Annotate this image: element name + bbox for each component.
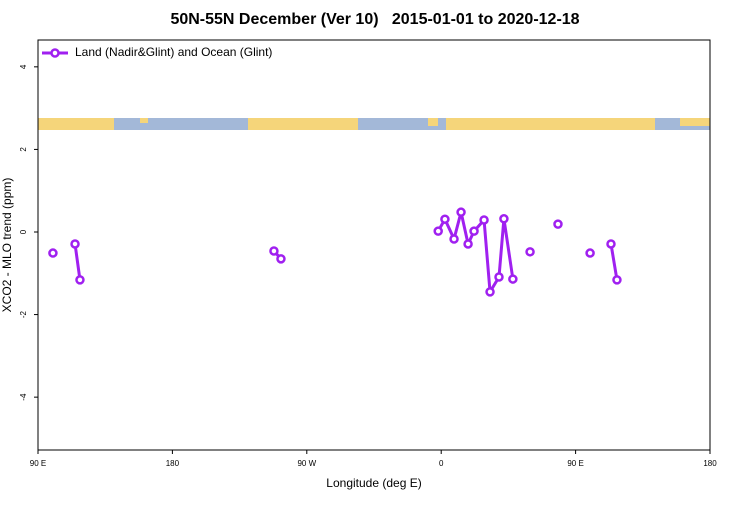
point	[585, 248, 595, 258]
point	[463, 239, 473, 249]
land-band	[680, 118, 710, 126]
legend-label: Land (Nadir&Glint) and Ocean (Glint)	[75, 45, 272, 59]
point	[276, 254, 286, 264]
point	[449, 234, 459, 244]
point	[440, 214, 450, 224]
point	[606, 239, 616, 249]
y-axis-label: XCO2 - MLO trend (ppm)	[0, 178, 14, 313]
land-mask	[38, 118, 710, 130]
land-band	[38, 118, 114, 130]
point	[508, 274, 518, 284]
point	[499, 214, 509, 224]
y-tick-label: -4	[19, 393, 28, 401]
y-tick-label: 0	[19, 229, 28, 234]
x-axis-label: Longitude (deg E)	[326, 476, 421, 490]
legend-marker	[50, 48, 60, 58]
point	[479, 215, 489, 225]
point	[48, 248, 58, 258]
point	[456, 207, 466, 217]
point	[485, 287, 495, 297]
point	[612, 275, 622, 285]
chart-title: 50N-55N December (Ver 10) 2015-01-01 to …	[170, 11, 579, 28]
land-band	[140, 118, 148, 123]
point	[469, 226, 479, 236]
land-band	[446, 118, 655, 130]
x-tick-label: 90 E	[30, 459, 46, 468]
y-tick-label: 2	[19, 147, 28, 152]
point	[494, 272, 504, 282]
x-tick-label: 90 W	[297, 459, 316, 468]
plot-frame	[37, 39, 711, 451]
point	[525, 247, 535, 257]
y-tick-label: 4	[19, 64, 28, 69]
x-tick-label: 180	[166, 459, 180, 468]
point	[269, 246, 279, 256]
point	[553, 219, 563, 229]
point	[433, 226, 443, 236]
land-band	[428, 118, 438, 126]
x-tick-label: 0	[439, 459, 444, 468]
series-line	[73, 211, 619, 297]
point	[75, 275, 85, 285]
y-tick-label: -2	[19, 310, 28, 318]
x-tick-label: 90 E	[567, 459, 583, 468]
land-band	[248, 118, 358, 130]
point	[70, 239, 80, 249]
x-tick-label: 180	[703, 459, 717, 468]
